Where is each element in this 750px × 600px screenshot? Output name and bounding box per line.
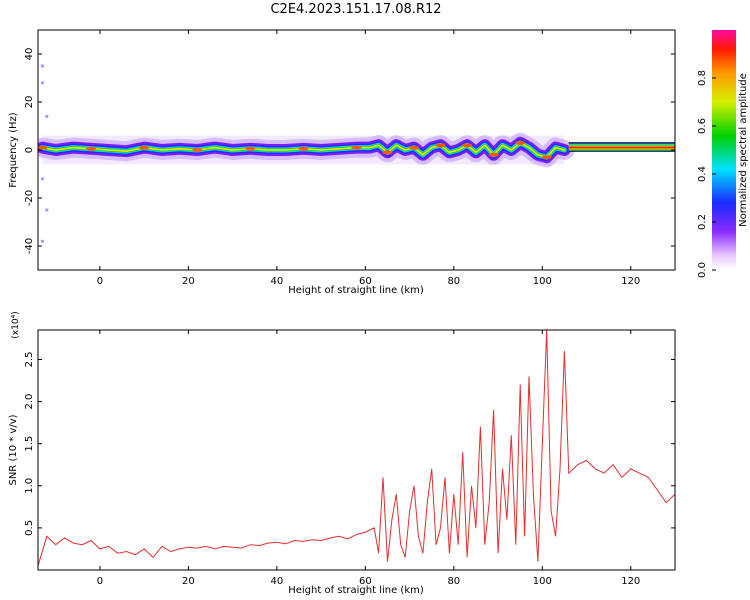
snr-ytick-label: 2.0 <box>24 394 35 410</box>
snr-ytick-label: 0.5 <box>24 520 35 536</box>
spectral-peak <box>351 145 362 150</box>
spectral-speckle <box>45 208 49 212</box>
colorbar-tick-label: 0.0 <box>697 262 708 278</box>
spectral-speckle <box>40 81 45 85</box>
colorbar-tick-label: 0.2 <box>697 214 708 230</box>
colorbar-tick-label: 0.4 <box>697 166 708 182</box>
spectrogram-xtick-label: 60 <box>359 276 372 287</box>
spectral-peak <box>435 143 446 148</box>
spectral-band-stripe <box>568 149 675 151</box>
snr-series-line <box>38 330 675 566</box>
snr-ytick-label: 1.5 <box>24 436 35 452</box>
spectrogram-ytick-label: -20 <box>24 190 35 206</box>
spectral-peak <box>298 146 309 151</box>
snr-frame <box>37 329 676 571</box>
spectral-speckle <box>45 114 49 118</box>
spectral-band-stripe <box>568 148 675 150</box>
spectrogram-xtick-label: 40 <box>271 276 284 287</box>
spectral-band-stripe <box>568 144 675 146</box>
spectral-band-stripe <box>568 143 675 145</box>
snr-xlabel: Height of straight line (km) <box>288 585 424 596</box>
spectrogram-xtick-label: 80 <box>447 276 460 287</box>
spectral-peak <box>86 146 97 151</box>
spectral-peak <box>139 145 150 150</box>
figure-title: C2E4.2023.151.17.08.R12 <box>270 2 442 17</box>
snr-ytick-label: 2.5 <box>24 352 35 368</box>
spectrogram-ytick-label: -40 <box>24 238 35 254</box>
colorbar-tick-label: 0.6 <box>697 118 708 134</box>
spectrogram-ytick-label: 20 <box>24 96 35 109</box>
snr-xtick-label: 20 <box>182 576 195 587</box>
spectrogram-ylabel: Frequency (Hz) <box>8 112 19 188</box>
spectral-band-stripe <box>568 146 675 148</box>
spectral-speckle <box>40 177 45 181</box>
colorbar <box>712 30 736 270</box>
spectral-peak <box>488 152 499 157</box>
spectrogram-ytick-label: 0 <box>24 147 35 153</box>
snr-chart: 0 20 40 60 80 100 120 0.5 1.0 1.5 2.0 2.5 (x10⁴) H… <box>8 311 676 596</box>
spectral-ridge-layer <box>41 142 566 158</box>
spectral-band-stripe <box>568 147 675 149</box>
spectral-peak <box>515 140 526 145</box>
spectral-band-stripe <box>568 145 675 147</box>
spectrogram-xlabel: Height of straight line (km) <box>288 285 424 296</box>
spectrogram-xtick-label: 0 <box>97 276 103 287</box>
spectral-band-stripe <box>568 142 675 145</box>
spectral-speckle <box>40 239 45 243</box>
spectral-peak <box>462 143 473 148</box>
snr-ytick-label: 1.0 <box>24 478 35 494</box>
snr-xtick-label: 80 <box>447 576 460 587</box>
colorbar-label: Normalized spectral amplitude <box>738 73 749 227</box>
spectral-peak <box>38 145 48 150</box>
spectral-peak <box>382 150 393 155</box>
colorbar-tick-label: 0.8 <box>697 70 708 86</box>
spectral-peak <box>245 146 256 151</box>
snr-multiplier: (x10⁴) <box>11 311 21 338</box>
spectrogram-chart: 0 20 40 60 80 100 120 -40 -20 0 20 40 Height of st… <box>8 29 749 296</box>
spectrogram-xtick-label: 100 <box>533 276 552 287</box>
spectrogram-xtick-label: 20 <box>182 276 195 287</box>
snr-ylabel: SNR (10 * v/v) <box>8 414 19 485</box>
spectrogram-ytick-label: 40 <box>24 48 35 61</box>
spectral-peak <box>192 148 203 152</box>
spectral-speckle <box>40 64 45 68</box>
spectral-peak <box>541 155 552 160</box>
snr-xtick-label: 60 <box>359 576 372 587</box>
snr-xtick-label: 120 <box>621 576 640 587</box>
snr-xtick-label: 40 <box>271 576 284 587</box>
snr-xtick-label: 100 <box>533 576 552 587</box>
spectral-peak <box>409 145 420 150</box>
snr-xtick-label: 0 <box>97 576 103 587</box>
spectrogram-xtick-label: 120 <box>621 276 640 287</box>
